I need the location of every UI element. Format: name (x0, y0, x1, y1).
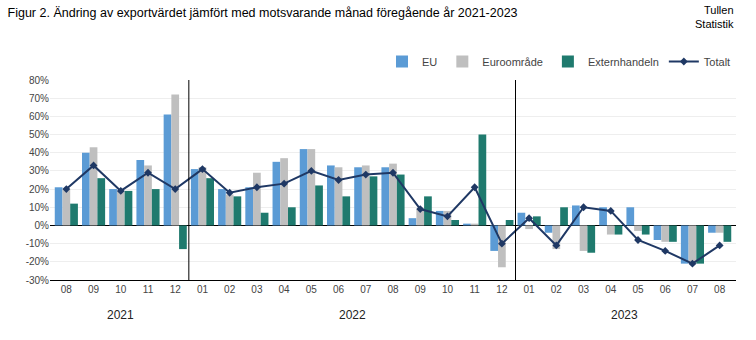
svg-text:07: 07 (360, 284, 372, 295)
svg-text:02: 02 (551, 284, 563, 295)
svg-text:80%: 80% (29, 75, 49, 86)
svg-text:10: 10 (442, 284, 454, 295)
svg-text:08: 08 (387, 284, 399, 295)
svg-text:04: 04 (279, 284, 291, 295)
svg-text:-20%: -20% (26, 256, 49, 267)
svg-text:12: 12 (496, 284, 508, 295)
svg-text:04: 04 (605, 284, 617, 295)
svg-text:Figur 2. Ändring av exportvärd: Figur 2. Ändring av exportvärdet jämfört… (8, 6, 518, 20)
svg-text:02: 02 (224, 284, 236, 295)
svg-text:30%: 30% (29, 165, 49, 176)
svg-text:01: 01 (197, 284, 209, 295)
svg-text:06: 06 (660, 284, 672, 295)
svg-text:50%: 50% (29, 129, 49, 140)
svg-text:10: 10 (115, 284, 127, 295)
svg-text:11: 11 (143, 284, 154, 295)
svg-text:09: 09 (88, 284, 100, 295)
svg-text:07: 07 (687, 284, 699, 295)
svg-text:40%: 40% (29, 147, 49, 158)
svg-text:12: 12 (170, 284, 182, 295)
svg-text:70%: 70% (29, 93, 49, 104)
svg-text:Euroområde: Euroområde (482, 56, 543, 68)
svg-text:06: 06 (333, 284, 345, 295)
svg-text:-10%: -10% (26, 238, 49, 249)
svg-text:03: 03 (251, 284, 263, 295)
svg-text:20%: 20% (29, 184, 49, 195)
svg-text:08: 08 (714, 284, 726, 295)
svg-text:Externhandeln: Externhandeln (588, 56, 659, 68)
svg-text:2021: 2021 (107, 308, 134, 322)
svg-text:EU: EU (422, 56, 437, 68)
svg-text:10%: 10% (29, 202, 49, 213)
svg-text:01: 01 (524, 284, 536, 295)
svg-text:03: 03 (578, 284, 590, 295)
svg-text:TullenStatistik: TullenStatistik (695, 4, 734, 30)
svg-text:11: 11 (469, 284, 480, 295)
svg-text:0%: 0% (35, 220, 50, 231)
svg-text:2022: 2022 (339, 308, 366, 322)
svg-text:2023: 2023 (611, 308, 638, 322)
svg-text:05: 05 (306, 284, 318, 295)
svg-text:Totalt: Totalt (704, 56, 730, 68)
svg-text:05: 05 (632, 284, 644, 295)
svg-text:09: 09 (415, 284, 427, 295)
svg-text:60%: 60% (29, 111, 49, 122)
svg-text:08: 08 (61, 284, 73, 295)
svg-text:-30%: -30% (26, 275, 49, 286)
